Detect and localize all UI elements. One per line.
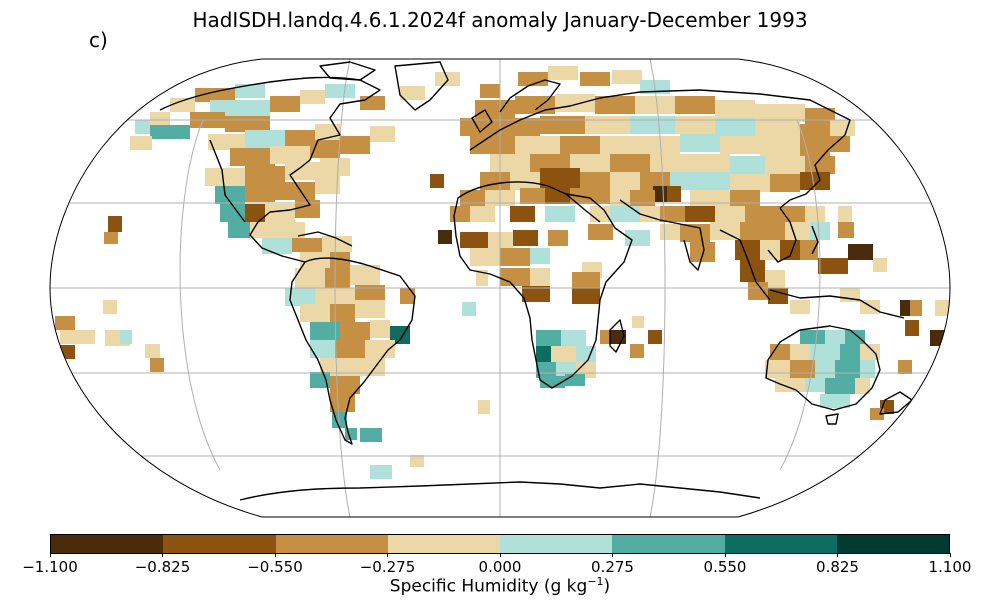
colorbar-tick-mark [724,553,726,557]
colorbar [50,534,950,554]
colorbar-segment [387,535,500,553]
colorbar-tick-mark [162,553,163,557]
colorbar-segment [51,535,164,553]
oceania-cells [765,288,949,420]
colorbar-segment [724,535,837,553]
colorbar-tick-mark [274,553,276,557]
south-america-cells [285,265,490,442]
colorbar-segment [275,535,388,553]
colorbar-tick-mark [612,553,613,557]
colorbar-tick-label: 0.825 [816,558,859,576]
colorbar-tick-mark [949,553,951,557]
colorbar-tick-mark [49,553,51,557]
colorbar-tick-label: 0.550 [703,558,747,576]
colorbar-tick-label: −1.100 [22,558,78,576]
colorbar-tick-label: 0.000 [478,558,522,576]
colorbar-label-close: ) [603,576,611,597]
map-title: HadISDH.landq.4.6.1.2024f anomaly Januar… [192,8,808,32]
colorbar-tick-mark [499,553,501,557]
coastlines [159,61,913,501]
colorbar-segment [163,535,276,553]
graticule [50,59,950,517]
colorbar-segment [836,535,949,553]
west-edge-cells [55,300,424,479]
data-cells [55,66,949,479]
eurasia-cells [400,66,855,202]
colorbar-tick-label: 0.275 [591,558,634,576]
north-america-cells [104,84,395,268]
colorbar-segment [612,535,725,553]
colorbar-tick-label: −0.550 [247,558,303,576]
colorbar-tick-mark [387,553,388,557]
colorbar-label: Specific Humidity (g kg−1) [0,575,1000,597]
colorbar-label-exponent: −1 [587,575,604,588]
robinson-map [49,58,951,518]
panel-label: c) [89,28,108,52]
map-border [49,58,951,518]
colorbar-tick-mark [837,553,838,557]
colorbar-segment [500,535,613,553]
colorbar-label-main: Specific Humidity (g kg [389,576,588,597]
colorbar-tick-label: 1.100 [928,558,972,576]
colorbar-tick-label: −0.275 [359,558,416,576]
colorbar-tick-label: −0.825 [134,558,191,576]
